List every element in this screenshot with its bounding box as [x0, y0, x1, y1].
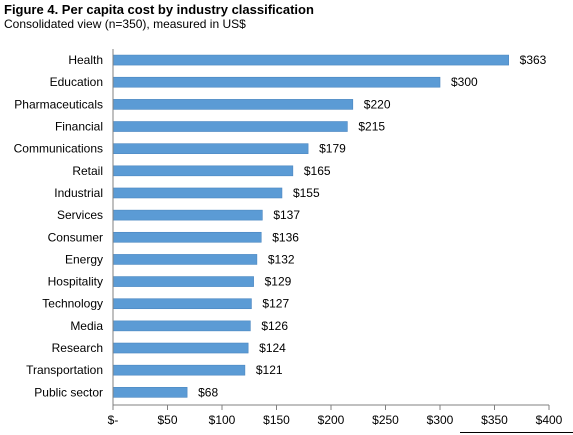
bars-layer — [112, 54, 509, 398]
value-label-retail: $165 — [304, 164, 331, 178]
x-tick-label: $300 — [427, 413, 454, 427]
x-axis: $- $50 $100 $150 $200 $250 $300 $350 $400 — [108, 49, 563, 427]
figure-title: Figure 4. Per capita cost by industry cl… — [4, 2, 314, 17]
bar-hospitality — [112, 276, 254, 287]
bar-retail — [112, 165, 294, 177]
x-tick-label: $50 — [157, 413, 177, 427]
category-label-public-sector: Public sector — [34, 385, 103, 399]
category-label-hospitality: Hospitality — [48, 275, 103, 289]
category-label-consumer: Consumer — [48, 230, 103, 244]
category-label-pharmaceuticals: Pharmaceuticals — [14, 97, 103, 111]
bar-education — [112, 76, 441, 88]
category-label-communications: Communications — [14, 142, 103, 156]
bar-technology — [112, 298, 252, 310]
x-tick-label: $100 — [209, 413, 236, 427]
value-label-technology: $127 — [262, 297, 289, 311]
category-label-retail: Retail — [72, 164, 103, 178]
category-label-technology: Technology — [42, 297, 103, 311]
bar-energy — [112, 254, 258, 265]
category-label-research: Research — [52, 341, 103, 355]
value-label-consumer: $136 — [272, 230, 299, 244]
category-label-energy: Energy — [65, 252, 103, 266]
bar-research — [112, 342, 249, 354]
value-label-research: $124 — [259, 341, 286, 355]
page-rule — [460, 432, 573, 433]
value-label-communications: $179 — [319, 142, 346, 156]
category-label-industrial: Industrial — [54, 186, 103, 200]
category-label-financial: Financial — [55, 120, 103, 134]
bar-financial — [112, 121, 348, 132]
value-labels-layer: $363 $300 $220 $215 $179 $165 $155 $137 $136 $132… — [198, 53, 547, 399]
value-label-industrial: $155 — [293, 186, 320, 200]
value-label-media: $126 — [261, 319, 288, 333]
value-label-financial: $215 — [358, 120, 385, 134]
value-label-public-sector: $68 — [198, 385, 218, 399]
bar-pharmaceuticals — [112, 99, 354, 110]
x-tick-label: $- — [108, 413, 119, 427]
value-label-health: $363 — [520, 53, 547, 67]
x-tick-label: $150 — [263, 413, 290, 427]
category-label-health: Health — [68, 53, 103, 67]
bar-media — [112, 320, 251, 332]
bar-public-sector — [112, 387, 188, 398]
x-tick-label: $400 — [536, 413, 563, 427]
category-labels-layer: Health Education Pharmaceuticals Financial C… — [14, 53, 104, 399]
value-label-pharmaceuticals: $220 — [364, 97, 391, 111]
category-label-transportation: Transportation — [26, 363, 103, 377]
bar-health — [112, 54, 509, 66]
x-tick-label: $350 — [481, 413, 508, 427]
category-label-media: Media — [70, 319, 103, 333]
figure-subtitle: Consolidated view (n=350), measured in U… — [4, 17, 246, 31]
bar-transportation — [112, 364, 246, 376]
x-tick-label: $250 — [372, 413, 399, 427]
value-label-energy: $132 — [268, 252, 295, 266]
x-tick-label: $200 — [318, 413, 345, 427]
category-label-services: Services — [57, 208, 103, 222]
value-label-transportation: $121 — [256, 363, 283, 377]
value-label-education: $300 — [451, 75, 478, 89]
value-label-services: $137 — [273, 208, 300, 222]
category-label-education: Education — [50, 75, 103, 89]
bar-consumer — [112, 231, 262, 243]
bar-industrial — [112, 187, 283, 199]
bar-services — [112, 209, 263, 221]
bar-communications — [112, 143, 309, 154]
value-label-hospitality: $129 — [265, 275, 292, 289]
